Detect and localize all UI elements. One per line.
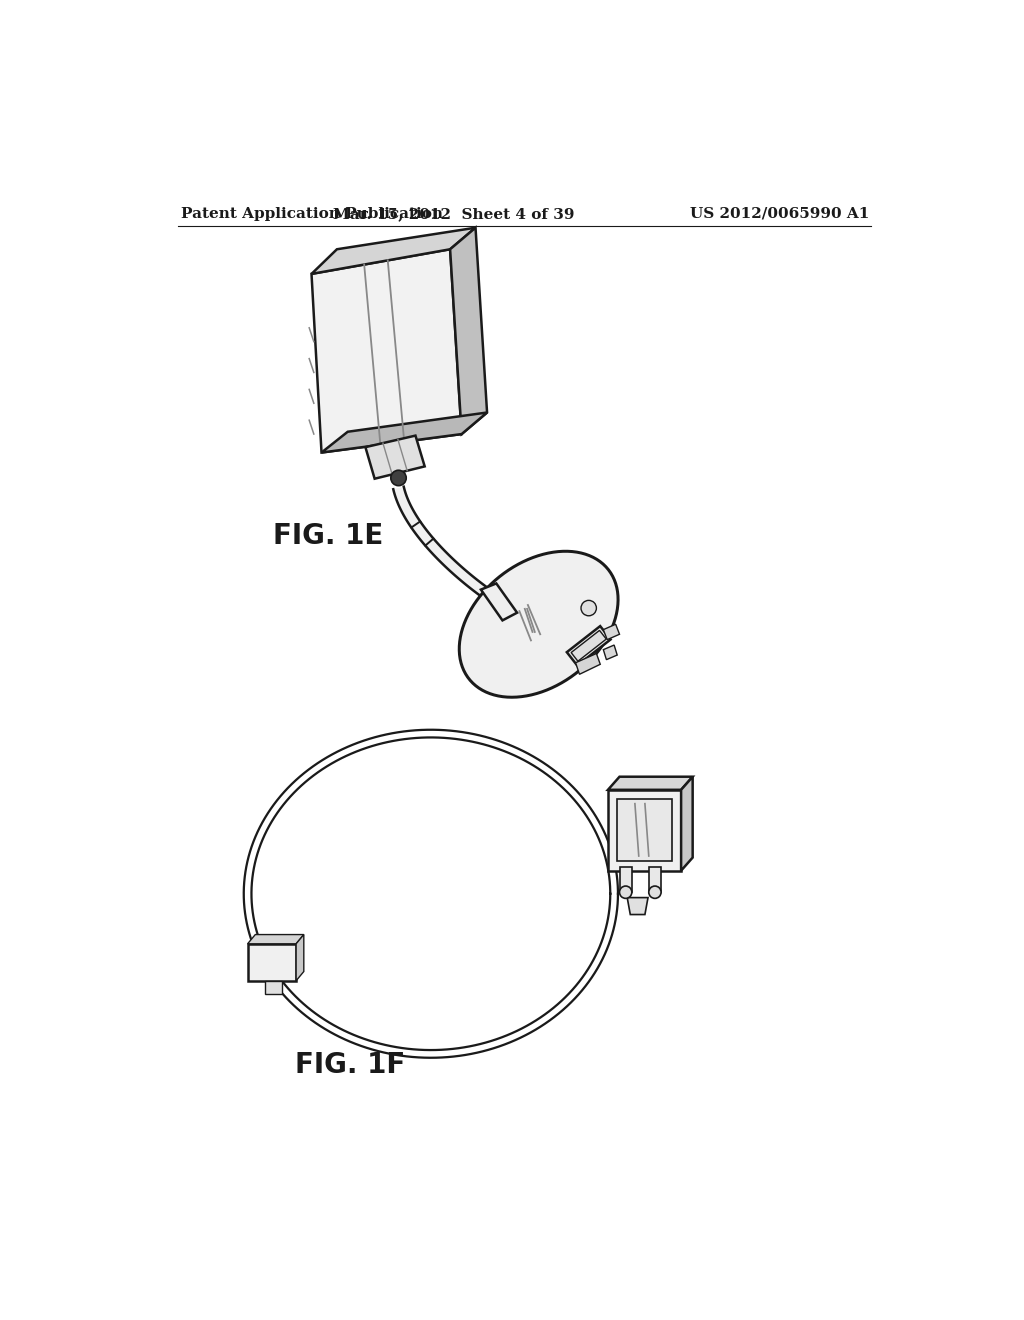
Text: Patent Application Publication: Patent Application Publication bbox=[180, 207, 442, 220]
Polygon shape bbox=[322, 412, 487, 453]
Polygon shape bbox=[296, 935, 304, 981]
Text: Mar. 15, 2012  Sheet 4 of 39: Mar. 15, 2012 Sheet 4 of 39 bbox=[333, 207, 574, 220]
Polygon shape bbox=[603, 624, 620, 640]
Polygon shape bbox=[393, 487, 489, 598]
Polygon shape bbox=[617, 799, 672, 861]
Polygon shape bbox=[681, 776, 692, 871]
Polygon shape bbox=[311, 249, 462, 453]
Circle shape bbox=[391, 470, 407, 486]
Circle shape bbox=[620, 886, 632, 899]
Polygon shape bbox=[571, 631, 606, 661]
Polygon shape bbox=[265, 981, 283, 994]
Text: US 2012/0065990 A1: US 2012/0065990 A1 bbox=[690, 207, 869, 220]
Polygon shape bbox=[481, 583, 517, 620]
Polygon shape bbox=[575, 653, 600, 675]
Polygon shape bbox=[567, 626, 610, 665]
Polygon shape bbox=[451, 227, 487, 434]
Polygon shape bbox=[244, 730, 617, 1057]
Polygon shape bbox=[459, 552, 618, 697]
Text: FIG. 1F: FIG. 1F bbox=[295, 1052, 404, 1080]
Polygon shape bbox=[366, 436, 425, 479]
Polygon shape bbox=[248, 944, 296, 981]
Circle shape bbox=[649, 886, 662, 899]
Polygon shape bbox=[311, 227, 475, 275]
Polygon shape bbox=[649, 867, 662, 892]
Polygon shape bbox=[628, 898, 648, 915]
Polygon shape bbox=[608, 776, 692, 789]
Polygon shape bbox=[620, 867, 632, 892]
Polygon shape bbox=[603, 645, 617, 660]
Polygon shape bbox=[608, 789, 681, 871]
Text: FIG. 1E: FIG. 1E bbox=[273, 521, 383, 549]
Polygon shape bbox=[248, 935, 304, 944]
Circle shape bbox=[581, 601, 596, 616]
